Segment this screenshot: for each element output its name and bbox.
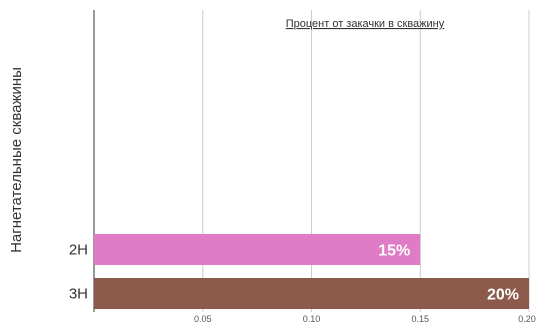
x-tick-label: 0.20 — [518, 314, 536, 324]
x-tick-labels: 0.05 0.10 0.15 0.20 — [194, 314, 536, 324]
x-tick-label: 0.15 — [411, 314, 429, 324]
x-tick-label: 0.10 — [303, 314, 321, 324]
bar-1 — [94, 234, 421, 265]
bar-2 — [94, 278, 529, 309]
category-label: 3Н — [69, 286, 88, 303]
x-tick-label: 0.05 — [194, 314, 212, 324]
bars: 2Н 15% 3Н 20% — [69, 234, 529, 309]
grid — [202, 10, 530, 312]
bar-value-label: 15% — [378, 243, 410, 260]
category-label: 2Н — [69, 242, 88, 259]
y-axis-label: Нагнетательные скважины — [8, 67, 25, 253]
bar-value-label: 20% — [487, 287, 519, 304]
chart-title: Процент от закачки в скважину — [286, 18, 445, 30]
